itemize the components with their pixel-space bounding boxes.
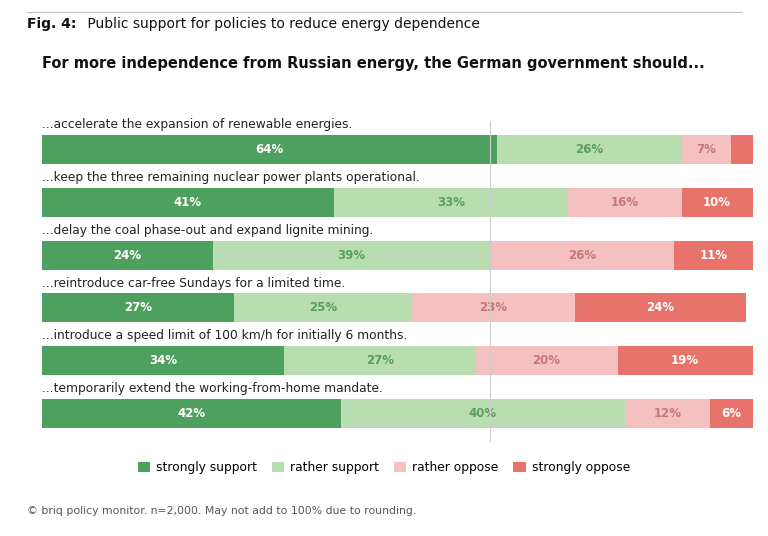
Bar (710, 399, 753, 428)
Text: 26%: 26% (575, 143, 604, 156)
Bar (333, 188, 568, 217)
Bar (617, 346, 753, 375)
Text: 6%: 6% (721, 407, 741, 420)
Text: 12%: 12% (654, 407, 681, 420)
Text: 25%: 25% (309, 301, 337, 314)
Legend: strongly support, rather support, rather oppose, strongly oppose: strongly support, rather support, rather… (133, 456, 635, 479)
Bar (42, 293, 234, 322)
Bar (568, 188, 682, 217)
Text: 10%: 10% (703, 196, 731, 209)
Bar (497, 135, 682, 164)
Bar (42, 135, 497, 164)
Text: ...delay the coal phase-out and expand lignite mining.: ...delay the coal phase-out and expand l… (42, 224, 373, 237)
Text: © briq policy monitor. n=2,000. May not add to 100% due to rounding.: © briq policy monitor. n=2,000. May not … (27, 505, 416, 516)
Text: 16%: 16% (611, 196, 639, 209)
Text: Public support for policies to reduce energy dependence: Public support for policies to reduce en… (83, 17, 480, 31)
Text: 20%: 20% (533, 354, 561, 367)
Bar (731, 135, 753, 164)
Text: For more independence from Russian energy, the German government should...: For more independence from Russian energ… (42, 56, 705, 71)
Text: 41%: 41% (174, 196, 202, 209)
Bar (42, 346, 284, 375)
Text: 34%: 34% (149, 354, 177, 367)
Text: 19%: 19% (671, 354, 699, 367)
Bar (341, 399, 625, 428)
Bar (42, 241, 213, 270)
Text: 42%: 42% (177, 407, 206, 420)
Text: 40%: 40% (468, 407, 497, 420)
Text: Fig. 4:: Fig. 4: (27, 17, 76, 31)
Text: ...keep the three remaining nuclear power plants operational.: ...keep the three remaining nuclear powe… (42, 171, 420, 184)
Text: 7%: 7% (697, 143, 717, 156)
Bar (234, 293, 412, 322)
Text: ...accelerate the expansion of renewable energies.: ...accelerate the expansion of renewable… (42, 118, 353, 131)
Text: 27%: 27% (124, 301, 152, 314)
Text: 27%: 27% (366, 354, 394, 367)
Text: 64%: 64% (256, 143, 283, 156)
Text: 24%: 24% (646, 301, 674, 314)
Bar (475, 346, 617, 375)
Bar (284, 346, 475, 375)
Bar (625, 399, 710, 428)
Bar (490, 241, 674, 270)
Text: ...introduce a speed limit of 100 km/h for initially 6 months.: ...introduce a speed limit of 100 km/h f… (42, 329, 408, 343)
Text: 33%: 33% (437, 196, 465, 209)
Text: 11%: 11% (700, 249, 727, 262)
Text: ...reintroduce car-free Sundays for a limited time.: ...reintroduce car-free Sundays for a li… (42, 277, 346, 289)
Text: 24%: 24% (114, 249, 141, 262)
Bar (682, 188, 753, 217)
Text: 26%: 26% (568, 249, 596, 262)
Bar (674, 241, 753, 270)
Bar (682, 135, 731, 164)
Text: ...temporarily extend the working-from-home mandate.: ...temporarily extend the working-from-h… (42, 382, 383, 395)
Bar (42, 399, 341, 428)
Bar (412, 293, 575, 322)
Text: 23%: 23% (479, 301, 508, 314)
Bar (575, 293, 746, 322)
Bar (213, 241, 490, 270)
Bar (42, 188, 333, 217)
Text: 39%: 39% (337, 249, 366, 262)
